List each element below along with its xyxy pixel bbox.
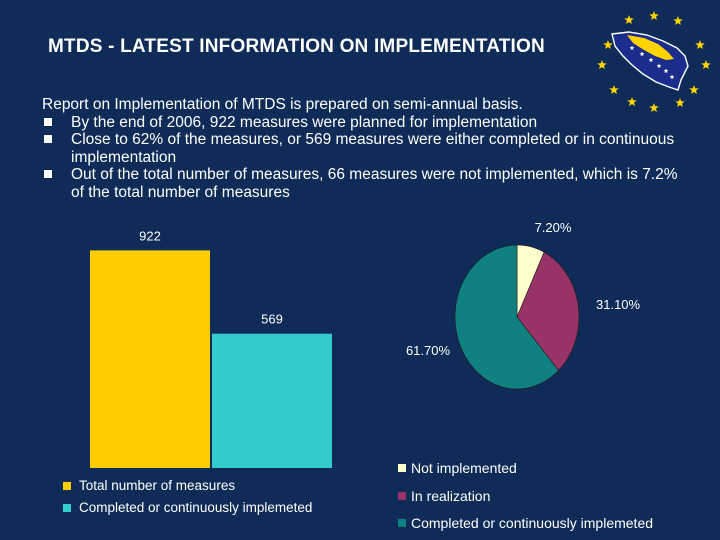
slide-title: MTDS - LATEST INFORMATION ON IMPLEMENTAT… bbox=[48, 36, 545, 57]
pie-data-label: 61.70% bbox=[406, 343, 451, 358]
logo-star-icon bbox=[603, 40, 613, 50]
bullet-item: Close to 62% of the measures, or 569 mea… bbox=[42, 131, 692, 166]
pie-slice-in-realization bbox=[516, 251, 580, 371]
map-star-icon bbox=[656, 63, 662, 69]
logo-star-icon bbox=[624, 15, 634, 25]
bullet-item: Out of the total number of measures, 66 … bbox=[42, 166, 692, 201]
pie-data-label: 31.10% bbox=[596, 297, 641, 312]
bar-completed-measures bbox=[212, 333, 332, 468]
logo-star-icon bbox=[649, 11, 659, 21]
square-bullet-icon bbox=[44, 117, 52, 126]
body-text: Report on Implementation of MTDS is prep… bbox=[42, 96, 692, 201]
legend-label: Completed or continuously implemeted bbox=[79, 500, 312, 515]
map-star-icon bbox=[663, 68, 669, 74]
legend-label: Total number of measures bbox=[79, 478, 235, 493]
intro-text: Report on Implementation of MTDS is prep… bbox=[42, 96, 523, 113]
logo-star-icon bbox=[609, 85, 619, 95]
map-star-icon bbox=[639, 51, 645, 57]
logo-star-icon bbox=[701, 60, 711, 70]
pie-data-label: 7.20% bbox=[535, 220, 572, 235]
legend-swatch bbox=[63, 482, 71, 490]
logo-star-icon bbox=[675, 98, 685, 108]
map-star-icon bbox=[648, 57, 654, 63]
bullet-text: By the end of 2006, 922 measures were pl… bbox=[71, 113, 538, 131]
legend-label: In realization bbox=[411, 488, 490, 504]
logo-star-icon bbox=[695, 40, 705, 50]
legend-swatch bbox=[398, 492, 406, 500]
map-star-icon bbox=[669, 74, 675, 80]
bosnia-flag-icon bbox=[597, 11, 711, 112]
map-star-icon bbox=[629, 45, 635, 51]
logo-star-icon bbox=[649, 103, 659, 112]
bullet-list: By the end of 2006, 922 measures were pl… bbox=[42, 114, 692, 202]
logo-star-icon bbox=[597, 60, 607, 70]
bullet-text: Close to 62% of the measures, or 569 mea… bbox=[71, 131, 675, 166]
legend-swatch bbox=[63, 504, 71, 512]
logo-star-icon bbox=[627, 97, 637, 107]
legend-label: Completed or continuously implemeted bbox=[411, 515, 653, 531]
legend-swatch bbox=[398, 519, 406, 527]
square-bullet-icon bbox=[44, 135, 52, 143]
logo-star-icon bbox=[689, 85, 699, 95]
logo-star-icon bbox=[673, 16, 683, 26]
bullet-text: Out of the total number of measures, 66 … bbox=[71, 166, 678, 201]
square-bullet-icon bbox=[44, 170, 52, 178]
pie-slice-completed bbox=[454, 244, 559, 390]
bar-data-label: 569 bbox=[261, 312, 283, 327]
bar-data-label: 922 bbox=[139, 228, 161, 243]
bar-total-measures bbox=[90, 250, 210, 468]
legend-swatch bbox=[398, 464, 406, 472]
legend-label: Not implemented bbox=[411, 460, 517, 476]
bullet-item: By the end of 2006, 922 measures were pl… bbox=[42, 114, 692, 132]
